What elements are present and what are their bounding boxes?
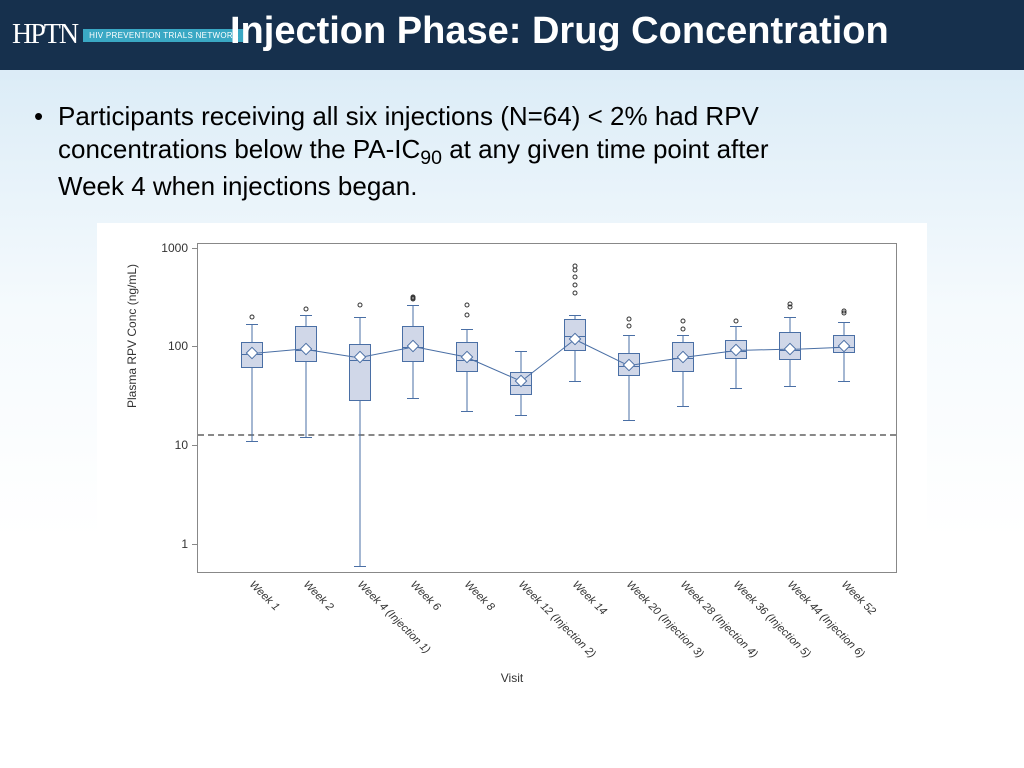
whisker-cap bbox=[677, 406, 689, 407]
mean-connector bbox=[521, 339, 575, 382]
whisker bbox=[736, 326, 737, 340]
outlier-point bbox=[572, 275, 577, 280]
whisker bbox=[251, 324, 252, 343]
whisker-cap bbox=[300, 315, 312, 316]
outlier-point bbox=[842, 308, 847, 313]
outlier-point bbox=[465, 303, 470, 308]
whisker bbox=[844, 353, 845, 380]
whisker-cap bbox=[623, 420, 635, 421]
whisker bbox=[736, 359, 737, 388]
whisker bbox=[574, 351, 575, 381]
x-tick-label: Week 6 bbox=[408, 578, 443, 613]
chart-container: Plasma RPV Conc (ng/mL) Visit 1101001000… bbox=[97, 223, 927, 693]
whisker-cap bbox=[838, 322, 850, 323]
plot-area: 1101001000Week 1Week 2Week 4 (Injection … bbox=[197, 243, 897, 573]
y-tick: 10 bbox=[175, 438, 198, 452]
whisker-cap bbox=[407, 305, 419, 306]
bullet-text: Participants receiving all six injection… bbox=[30, 100, 780, 203]
whisker-cap bbox=[246, 324, 258, 325]
x-tick-label: Week 1 bbox=[247, 578, 282, 613]
x-axis-label: Visit bbox=[501, 671, 523, 685]
whisker bbox=[251, 368, 252, 441]
outlier-point bbox=[572, 264, 577, 269]
whisker bbox=[467, 372, 468, 411]
reference-line bbox=[198, 434, 896, 436]
whisker-cap bbox=[407, 398, 419, 399]
whisker bbox=[682, 372, 683, 406]
bullet-sub: 90 bbox=[420, 147, 442, 169]
whisker bbox=[413, 362, 414, 398]
whisker bbox=[521, 351, 522, 372]
whisker-cap bbox=[569, 381, 581, 382]
whisker bbox=[359, 401, 360, 566]
whisker bbox=[628, 376, 629, 420]
whisker-cap bbox=[569, 315, 581, 316]
whisker bbox=[790, 317, 791, 332]
outlier-point bbox=[357, 303, 362, 308]
mean-connector bbox=[575, 339, 629, 366]
whisker bbox=[682, 335, 683, 342]
outlier-point bbox=[249, 314, 254, 319]
whisker bbox=[359, 317, 360, 345]
outlier-point bbox=[680, 326, 685, 331]
whisker-cap bbox=[784, 317, 796, 318]
whisker-cap bbox=[784, 386, 796, 387]
outlier-point bbox=[734, 319, 739, 324]
x-tick-label: Week 8 bbox=[462, 578, 497, 613]
whisker bbox=[305, 362, 306, 438]
outlier-point bbox=[626, 324, 631, 329]
slide-content: Participants receiving all six injection… bbox=[0, 70, 1024, 703]
x-tick-label: Week 52 bbox=[839, 578, 878, 617]
outlier-point bbox=[572, 282, 577, 287]
whisker-cap bbox=[623, 335, 635, 336]
outlier-point bbox=[572, 290, 577, 295]
y-axis-label: Plasma RPV Conc (ng/mL) bbox=[125, 264, 139, 408]
whisker bbox=[467, 329, 468, 342]
whisker-cap bbox=[677, 335, 689, 336]
whisker-cap bbox=[515, 415, 527, 416]
whisker-cap bbox=[730, 388, 742, 389]
y-tick: 100 bbox=[168, 339, 198, 353]
whisker-cap bbox=[461, 329, 473, 330]
logo-mark: HPTN bbox=[12, 21, 77, 49]
outlier-point bbox=[465, 312, 470, 317]
logo-subtitle: HIV PREVENTION TRIALS NETWORK bbox=[83, 29, 244, 42]
y-tick: 1000 bbox=[161, 241, 198, 255]
outlier-point bbox=[680, 319, 685, 324]
whisker-cap bbox=[300, 437, 312, 438]
outlier-point bbox=[411, 295, 416, 300]
whisker-cap bbox=[354, 317, 366, 318]
outlier-point bbox=[303, 306, 308, 311]
outlier-point bbox=[626, 316, 631, 321]
outlier-point bbox=[788, 301, 793, 306]
slide-header: HPTN HIV PREVENTION TRIALS NETWORK Injec… bbox=[0, 0, 1024, 70]
whisker bbox=[521, 395, 522, 415]
x-tick-label: Week 2 bbox=[301, 578, 336, 613]
whisker bbox=[628, 335, 629, 353]
whisker-cap bbox=[838, 381, 850, 382]
whisker-cap bbox=[461, 411, 473, 412]
whisker bbox=[305, 315, 306, 327]
x-tick-label: Week 14 bbox=[570, 578, 609, 617]
whisker bbox=[844, 322, 845, 335]
logo: HPTN HIV PREVENTION TRIALS NETWORK bbox=[12, 21, 245, 49]
whisker-cap bbox=[730, 326, 742, 327]
whisker bbox=[413, 305, 414, 326]
slide-title: Injection Phase: Drug Concentration bbox=[230, 10, 889, 53]
whisker-cap bbox=[515, 351, 527, 352]
whisker-cap bbox=[246, 441, 258, 442]
whisker bbox=[790, 360, 791, 385]
y-tick: 1 bbox=[181, 537, 198, 551]
whisker-cap bbox=[354, 566, 366, 567]
